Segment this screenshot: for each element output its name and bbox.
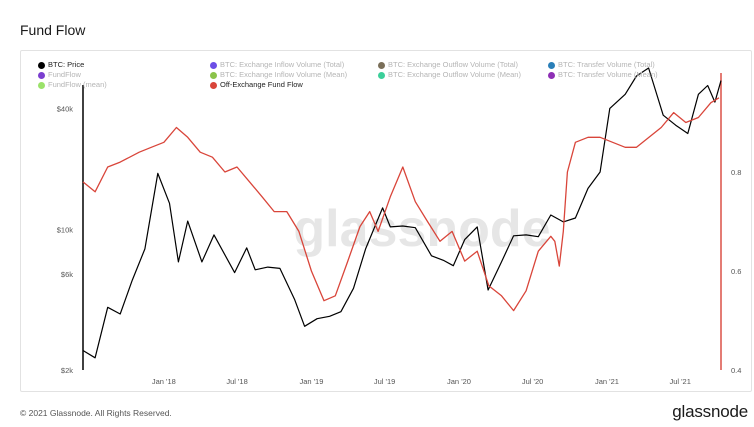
legend-item[interactable]: FundFlow (38, 70, 81, 80)
legend-item[interactable]: BTC: Exchange Outflow Volume (Mean) (378, 70, 521, 80)
y-left-tick-label: $10k (57, 225, 74, 234)
y-right-tick-label: 0.6 (731, 267, 741, 276)
legend-dot-icon (38, 71, 45, 79)
y-left-tick-label: $6k (61, 270, 73, 279)
copyright-text: © 2021 Glassnode. All Rights Reserved. (20, 408, 172, 418)
x-tick-label: Jul '20 (522, 377, 543, 386)
legend-label: Off-Exchange Fund Flow (220, 80, 303, 89)
x-tick-label: Jul '21 (669, 377, 690, 386)
legend-label: BTC: Exchange Outflow Volume (Mean) (388, 70, 521, 79)
legend-dot-icon (378, 71, 385, 79)
chart-legend: BTC: Price BTC: Exchange Inflow Volume (T… (20, 60, 720, 100)
legend-dot-icon (38, 61, 45, 69)
legend-dot-icon (210, 61, 217, 69)
legend-item[interactable]: BTC: Exchange Inflow Volume (Mean) (210, 70, 347, 80)
btc-price-line (82, 67, 722, 359)
legend-item[interactable]: FundFlow (mean) (38, 80, 107, 90)
legend-dot-icon (38, 81, 45, 89)
page-title: Fund Flow (20, 22, 86, 38)
y-left-tick-label: $40k (57, 104, 74, 113)
legend-label: BTC: Transfer Volume (Total) (558, 60, 655, 69)
legend-dot-icon (210, 81, 217, 89)
x-tick-label: Jan '21 (595, 377, 619, 386)
legend-dot-icon (378, 61, 385, 69)
legend-label: FundFlow (mean) (48, 80, 107, 89)
legend-item[interactable]: BTC: Exchange Inflow Volume (Total) (210, 60, 344, 70)
legend-dot-icon (548, 71, 555, 79)
x-tick-label: Jul '19 (374, 377, 395, 386)
legend-dot-icon (548, 61, 555, 69)
x-tick-label: Jan '18 (152, 377, 176, 386)
chart-svg: glassnode Jan '18 Jul '18 Jan '19 Jul '19 Jan… (57, 67, 741, 386)
y-right-tick-label: 0.8 (731, 168, 741, 177)
y-right-tick-label: 0.4 (731, 366, 741, 375)
x-tick-label: Jan '20 (447, 377, 471, 386)
legend-item[interactable]: BTC: Transfer Volume (Mean) (548, 70, 658, 80)
y-left-tick-label: $2k (61, 366, 73, 375)
chart-card: glassnode Jan '18 Jul '18 Jan '19 Jul '19 Jan… (20, 50, 752, 392)
legend-dot-icon (210, 71, 217, 79)
legend-item[interactable]: BTC: Exchange Outflow Volume (Total) (378, 60, 518, 70)
legend-item[interactable]: BTC: Transfer Volume (Total) (548, 60, 655, 70)
legend-item[interactable]: Off-Exchange Fund Flow (210, 80, 303, 90)
legend-label: FundFlow (48, 70, 81, 79)
legend-label: BTC: Price (48, 60, 85, 69)
glassnode-logo[interactable]: glassnode (672, 402, 748, 421)
legend-label: BTC: Transfer Volume (Mean) (558, 70, 658, 79)
legend-label: BTC: Exchange Inflow Volume (Total) (220, 60, 345, 69)
legend-label: BTC: Exchange Inflow Volume (Mean) (220, 70, 348, 79)
legend-label: BTC: Exchange Outflow Volume (Total) (388, 60, 519, 69)
chart-watermark: glassnode (293, 200, 550, 258)
legend-item[interactable]: BTC: Price (38, 60, 84, 70)
x-tick-label: Jan '19 (299, 377, 323, 386)
off-exchange-fund-flow-line (82, 97, 720, 312)
x-tick-label: Jul '18 (226, 377, 247, 386)
